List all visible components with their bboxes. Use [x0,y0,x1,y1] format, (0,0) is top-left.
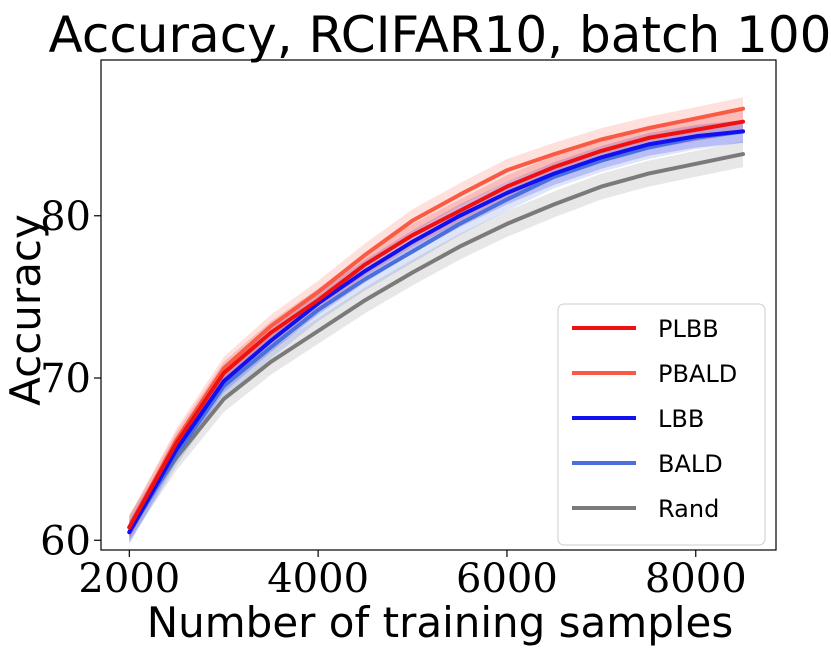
axis-ticks: 2000 4000 6000 8000 60 70 80 [40,194,747,602]
x-tick-label: 4000 [267,556,369,602]
legend-label-bald: BALD [658,450,723,478]
x-tick-label: 8000 [645,556,747,602]
y-tick-label: 60 [40,518,91,564]
legend-label-rand: Rand [658,495,719,523]
x-axis-label: Number of training samples [147,598,734,647]
chart-title: Accuracy, RCIFAR10, batch 100 [49,6,831,64]
plot-frame [100,59,777,551]
series-line-bald [127,129,745,535]
series-lines [127,106,745,535]
series-line-lbb [127,129,745,535]
legend-box [557,303,766,546]
x-tick-label: 2000 [78,556,180,602]
series-line-rand [127,152,745,530]
legend-label-plbb: PLBB [658,315,719,343]
legend-label-lbb: LBB [658,405,704,433]
y-tick-label: 80 [40,194,91,240]
legend: PLBB PBALD LBB BALD Rand [557,303,766,546]
y-tick-label: 70 [40,356,91,402]
x-tick-label: 6000 [456,556,558,602]
legend-label-pbald: PBALD [658,360,737,388]
y-axis-label: Accuracy [1,214,50,406]
series-line-plbb [127,119,745,530]
series-line-pbald [127,106,745,530]
